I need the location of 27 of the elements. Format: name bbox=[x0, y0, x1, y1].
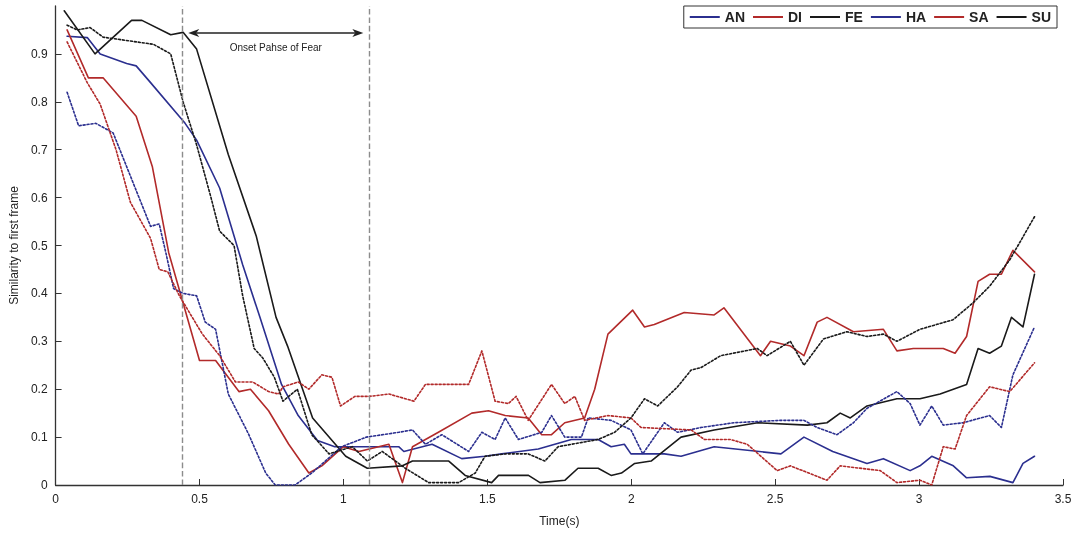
x-tick-label: 3 bbox=[915, 492, 923, 506]
y-tick-label: 0.3 bbox=[30, 334, 48, 349]
y-tick-label: 0.5 bbox=[30, 238, 48, 253]
y-axis-title: Similarity to first frame bbox=[7, 185, 21, 305]
legend-label: SU bbox=[1031, 9, 1051, 25]
x-tick-label: 3.5 bbox=[1054, 492, 1072, 506]
x-tick-label: 2 bbox=[627, 492, 635, 506]
y-tick-label: 0.1 bbox=[30, 430, 48, 445]
y-tick-label: 0.2 bbox=[30, 382, 48, 397]
x-tick-label: 1.5 bbox=[478, 492, 496, 506]
legend-label: AN bbox=[724, 9, 746, 25]
x-tick-label: 1 bbox=[340, 492, 348, 506]
x-tick-label: 2.5 bbox=[766, 492, 784, 506]
y-tick-label: 0.8 bbox=[30, 94, 48, 109]
y-tick-label: 0.6 bbox=[30, 190, 48, 205]
x-tick-label: 0 bbox=[52, 492, 60, 506]
legend-label: SA bbox=[969, 9, 989, 25]
legend-label: FE bbox=[844, 9, 863, 25]
legend-label: HA bbox=[905, 9, 927, 25]
y-tick-label: 0.9 bbox=[30, 46, 48, 61]
annotation: Onset Pahse of Fear bbox=[229, 42, 323, 53]
legend-label: DI bbox=[787, 9, 802, 25]
x-axis-title: Time(s) bbox=[539, 514, 580, 528]
y-tick-label: 0.7 bbox=[30, 142, 48, 157]
y-tick-label: 0.4 bbox=[30, 286, 48, 301]
x-tick-label: 0.5 bbox=[191, 492, 209, 506]
y-tick-label: 0 bbox=[40, 478, 48, 492]
